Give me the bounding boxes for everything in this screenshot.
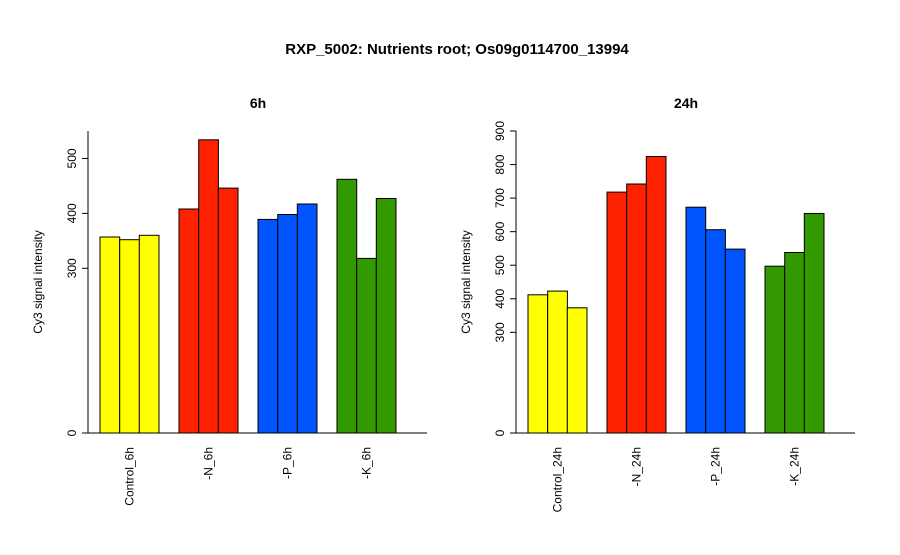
bar--p-6h-2 (277, 214, 298, 434)
x-tick-label: -K_6h (360, 447, 374, 479)
bar-control-6h-3 (138, 234, 160, 434)
bar--p-24h-1 (685, 206, 707, 434)
chart-main-title: RXP_5002: Nutrients root; Os09g0114700_1… (285, 41, 629, 58)
bar-control-24h-1 (527, 294, 549, 434)
bar--p-6h-3 (296, 203, 318, 434)
x-tick-label: -N_24h (630, 447, 644, 486)
y-tick-label: 0 (493, 429, 507, 436)
x-tick-label: -K_24h (788, 447, 802, 486)
y-axis-label: Cy3 signal intensity (31, 230, 45, 333)
y-tick-label: 0 (65, 429, 79, 436)
panel-title: 6h (250, 95, 266, 111)
bar--k-24h-1 (764, 265, 786, 434)
bar--n-24h-2 (626, 183, 647, 434)
x-tick-label: -P_6h (281, 447, 295, 479)
y-tick-label: 300 (65, 258, 79, 278)
y-axis-label: Cy3 signal intensity (459, 230, 473, 333)
y-tick-label: 400 (65, 203, 79, 223)
bar--p-24h-2 (705, 229, 726, 434)
bar--p-6h-1 (257, 218, 279, 434)
y-tick-label: 500 (493, 255, 507, 275)
bar--n-6h-1 (178, 208, 200, 434)
y-tick-label: 500 (65, 148, 79, 168)
bar--k-24h-2 (784, 252, 805, 434)
bar--k-6h-2 (356, 257, 377, 434)
y-tick-label: 700 (493, 188, 507, 208)
bar--k-6h-1 (336, 178, 358, 434)
bar-control-6h-2 (119, 239, 140, 434)
bar--p-24h-3 (724, 248, 746, 434)
panel-24h: 24h Control_24h -N_24h -P_24h -K_24h 0 300 400 5… (459, 95, 855, 512)
bar--k-24h-3 (803, 213, 825, 434)
bar--n-24h-1 (606, 191, 628, 434)
y-tick-label: 300 (493, 322, 507, 342)
panel-title: 24h (674, 95, 698, 111)
y-tick-label: 900 (493, 121, 507, 141)
bar--k-6h-3 (375, 198, 397, 434)
y-tick-label: 800 (493, 154, 507, 174)
bar-control-24h-2 (547, 290, 568, 434)
bar--n-6h-3 (217, 187, 239, 434)
x-tick-label: -P_24h (709, 447, 723, 486)
y-tick-label: 600 (493, 221, 507, 241)
bar-control-24h-3 (566, 307, 588, 434)
bar-control-6h-1 (99, 236, 121, 434)
y-tick-label: 400 (493, 288, 507, 308)
bar--n-6h-2 (198, 139, 219, 434)
panel-6h: 6h Control_6h -N_6h -P_6h -K_6h 0 300 400 500 Cy3… (31, 95, 427, 506)
x-tick-label: -N_6h (202, 447, 216, 480)
bar--n-24h-3 (645, 156, 667, 434)
x-tick-label: Control_6h (123, 447, 137, 506)
x-tick-label: Control_24h (551, 447, 565, 512)
